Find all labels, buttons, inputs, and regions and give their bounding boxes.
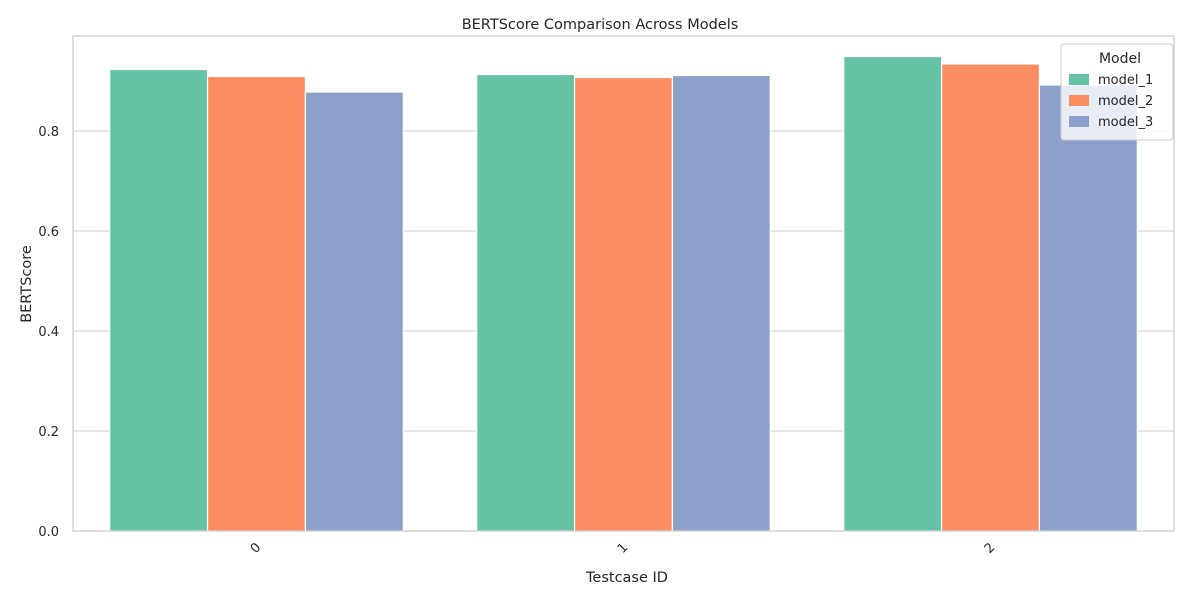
x-tick-label: 2 — [982, 540, 998, 556]
bar-model_2-testcase-0 — [206, 75, 307, 532]
bar-model_2-testcase-1 — [573, 76, 674, 532]
x-axis-label: Testcase ID — [585, 570, 668, 586]
y-tick-labels: 0.0 0.2 0.4 0.6 0.8 — [38, 125, 59, 540]
legend-swatch-model_2 — [1069, 95, 1089, 106]
bar-model_1-testcase-1 — [476, 73, 576, 532]
bar-model_2-testcase-2 — [940, 63, 1041, 532]
legend-label-model_3: model_3 — [1098, 115, 1153, 130]
x-tick-labels: 0 1 2 — [248, 540, 998, 556]
y-axis-label: BERTScore — [19, 245, 35, 323]
bars — [109, 55, 1138, 532]
legend: Model model_1 model_2 model_3 — [1060, 43, 1174, 141]
bar-model_3-testcase-2 — [1038, 84, 1138, 532]
x-tick-label: 0 — [248, 540, 264, 556]
y-tick-label: 0.8 — [38, 125, 59, 140]
bar-model_1-testcase-0 — [109, 68, 209, 532]
chart-title: BERTScore Comparison Across Models — [462, 17, 739, 33]
bar-model_3-testcase-1 — [671, 74, 771, 532]
legend-items: model_1 model_2 model_3 — [1069, 73, 1153, 130]
legend-swatch-model_1 — [1069, 74, 1089, 85]
legend-label-model_1: model_1 — [1098, 73, 1153, 88]
legend-label-model_2: model_2 — [1098, 94, 1153, 109]
bar-model_1-testcase-2 — [843, 55, 943, 532]
y-tick-label: 0.6 — [38, 225, 59, 240]
y-tick-label: 0.4 — [38, 325, 59, 340]
plot-frame — [72, 35, 1175, 532]
legend-title: Model — [1099, 51, 1141, 67]
y-tick-label: 0.0 — [38, 525, 59, 540]
bar-model_3-testcase-0 — [304, 91, 404, 532]
x-tick-label: 1 — [615, 540, 631, 556]
y-tick-label: 0.2 — [38, 425, 59, 440]
legend-swatch-model_3 — [1069, 116, 1089, 127]
